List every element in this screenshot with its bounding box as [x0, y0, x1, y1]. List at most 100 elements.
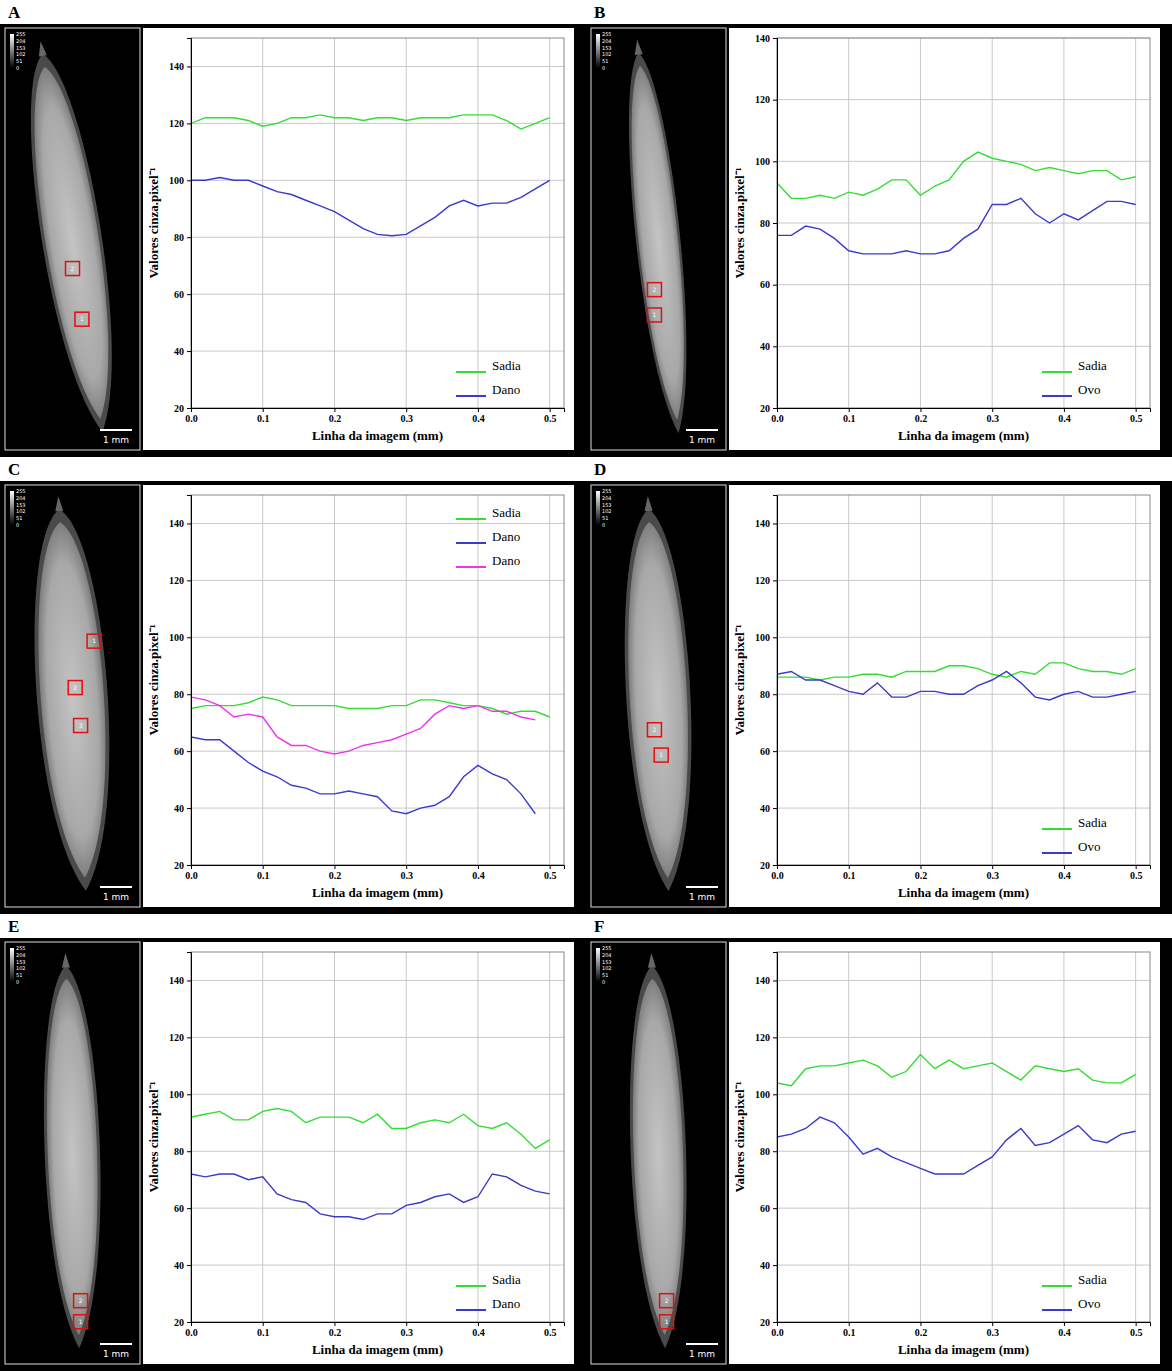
x-tick-label: 0.3	[986, 413, 999, 424]
x-tick-label: 0.1	[257, 413, 270, 424]
x-tick: 0.2	[915, 1322, 928, 1338]
grain	[615, 38, 700, 436]
husk	[38, 965, 107, 1349]
x-grid-line	[920, 495, 921, 865]
colorbar-label: 255	[16, 488, 26, 494]
x-axis-line	[192, 409, 565, 413]
x-tick-label: 0.0	[185, 1327, 198, 1338]
y-tick: 80	[174, 232, 191, 243]
x-tick: 0.4	[1058, 865, 1071, 881]
y-tick: 80	[760, 1146, 777, 1157]
image-frame	[5, 485, 140, 907]
y-tick: 120	[169, 118, 191, 129]
figure: A255204153102510211 mm0.00.10.20.30.40.5…	[0, 0, 1172, 1371]
x-tick-mark	[1064, 1322, 1065, 1326]
x-axis: 0.00.10.20.30.40.5	[771, 865, 1150, 881]
series-line	[191, 737, 535, 814]
y-axis: 20406080100120140	[169, 953, 192, 1328]
colorbar	[10, 34, 14, 68]
grid	[191, 952, 564, 1322]
y-tick-mark	[773, 865, 777, 866]
panel-letter: D	[594, 460, 606, 479]
y-tick-label: 40	[174, 346, 184, 357]
y-tick: 100	[755, 632, 777, 643]
y-tick: 60	[174, 746, 191, 757]
x-tick: 0.1	[843, 408, 856, 424]
x-tick-label: 0.5	[1130, 1327, 1143, 1338]
y-grid-line	[777, 751, 1150, 752]
roi-label: 1	[659, 751, 663, 758]
y-grid-line	[191, 1094, 564, 1095]
colorbar	[596, 34, 600, 68]
x-tick-label: 0.3	[400, 1327, 413, 1338]
x-tick-mark	[478, 865, 479, 869]
x-tick: 0.1	[257, 865, 270, 881]
series-line	[777, 1117, 1136, 1174]
y-tick-label: 120	[169, 1032, 184, 1043]
y-tick: 20	[760, 1317, 777, 1328]
y-grid-line	[777, 346, 1150, 347]
y-axis-line	[773, 39, 778, 409]
husk	[616, 50, 700, 435]
panel-header	[586, 914, 1172, 938]
x-grid-line	[992, 952, 993, 1322]
y-tick-label: 20	[174, 1317, 184, 1328]
grain	[624, 952, 693, 1349]
x-grid-line	[1063, 952, 1064, 1322]
series-lines	[191, 115, 550, 236]
colorbar-label: 51	[16, 515, 22, 521]
x-tick: 0.2	[329, 1322, 342, 1338]
y-tick: 60	[174, 1203, 191, 1214]
y-axis-line	[187, 953, 192, 1323]
series-line	[777, 663, 1136, 680]
y-grid-line	[191, 123, 564, 124]
colorbar-label: 51	[602, 972, 608, 978]
x-tick: 0.1	[843, 1322, 856, 1338]
colorbar	[596, 948, 600, 982]
y-grid-line	[191, 1208, 564, 1209]
y-tick-mark	[187, 237, 191, 238]
x-grid-line	[477, 952, 478, 1322]
husk	[13, 49, 132, 436]
series-line	[191, 697, 550, 717]
x-tick-mark	[406, 1322, 407, 1326]
legend-swatch	[456, 542, 486, 544]
roi-box	[660, 1294, 674, 1308]
grid	[191, 495, 564, 865]
x-axis-title: Linha da imagem (mm)	[898, 885, 1029, 900]
chart-background	[729, 942, 1160, 1364]
y-axis: 20406080100120140	[755, 33, 778, 414]
colorbar-label: 204	[602, 495, 612, 501]
image-frame	[591, 942, 726, 1364]
colorbar-label: 102	[16, 51, 26, 57]
panel-header	[0, 0, 586, 24]
y-grid-line	[191, 694, 564, 695]
husk	[616, 507, 700, 892]
x-tick: 0.2	[329, 408, 342, 424]
y-tick: 20	[760, 860, 777, 871]
x-tick: 0.4	[472, 408, 485, 424]
stem	[54, 496, 63, 511]
colorbar-label: 102	[16, 965, 26, 971]
y-tick-mark	[773, 637, 777, 638]
x-tick: 0.0	[185, 1322, 198, 1338]
colorbar-label: 204	[16, 952, 26, 958]
x-tick-mark	[992, 408, 993, 412]
scale-label: 1 mm	[689, 1349, 715, 1359]
x-tick-mark	[920, 1322, 921, 1326]
x-tick-mark	[263, 865, 264, 869]
colorbar-label: 153	[16, 502, 26, 508]
y-grid-line	[191, 1265, 564, 1266]
y-tick: 60	[760, 746, 777, 757]
x-grid-line	[920, 952, 921, 1322]
plot: 0.00.10.20.30.40.520406080100120140Sadia…	[169, 495, 565, 881]
y-tick: 40	[760, 1260, 777, 1271]
roi-box	[647, 723, 661, 737]
roi-box	[647, 283, 661, 297]
x-tick-mark	[1064, 865, 1065, 869]
y-grid-line	[777, 1208, 1150, 1209]
x-tick: 0.4	[472, 865, 485, 881]
y-tick-label: 140	[169, 975, 184, 986]
plot: 0.00.10.20.30.40.520406080100120140Sadia…	[755, 495, 1151, 881]
x-tick: 0.1	[257, 408, 270, 424]
